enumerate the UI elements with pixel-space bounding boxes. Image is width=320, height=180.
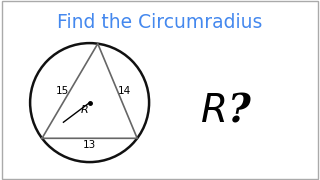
Text: 13: 13 — [83, 140, 96, 150]
Text: $R$: $R$ — [80, 103, 89, 115]
Text: 15: 15 — [56, 86, 69, 96]
Text: $\mathbf{\mathit{R}}$?: $\mathbf{\mathit{R}}$? — [200, 91, 252, 129]
Text: 14: 14 — [118, 86, 131, 96]
Text: Find the Circumradius: Find the Circumradius — [57, 13, 263, 32]
